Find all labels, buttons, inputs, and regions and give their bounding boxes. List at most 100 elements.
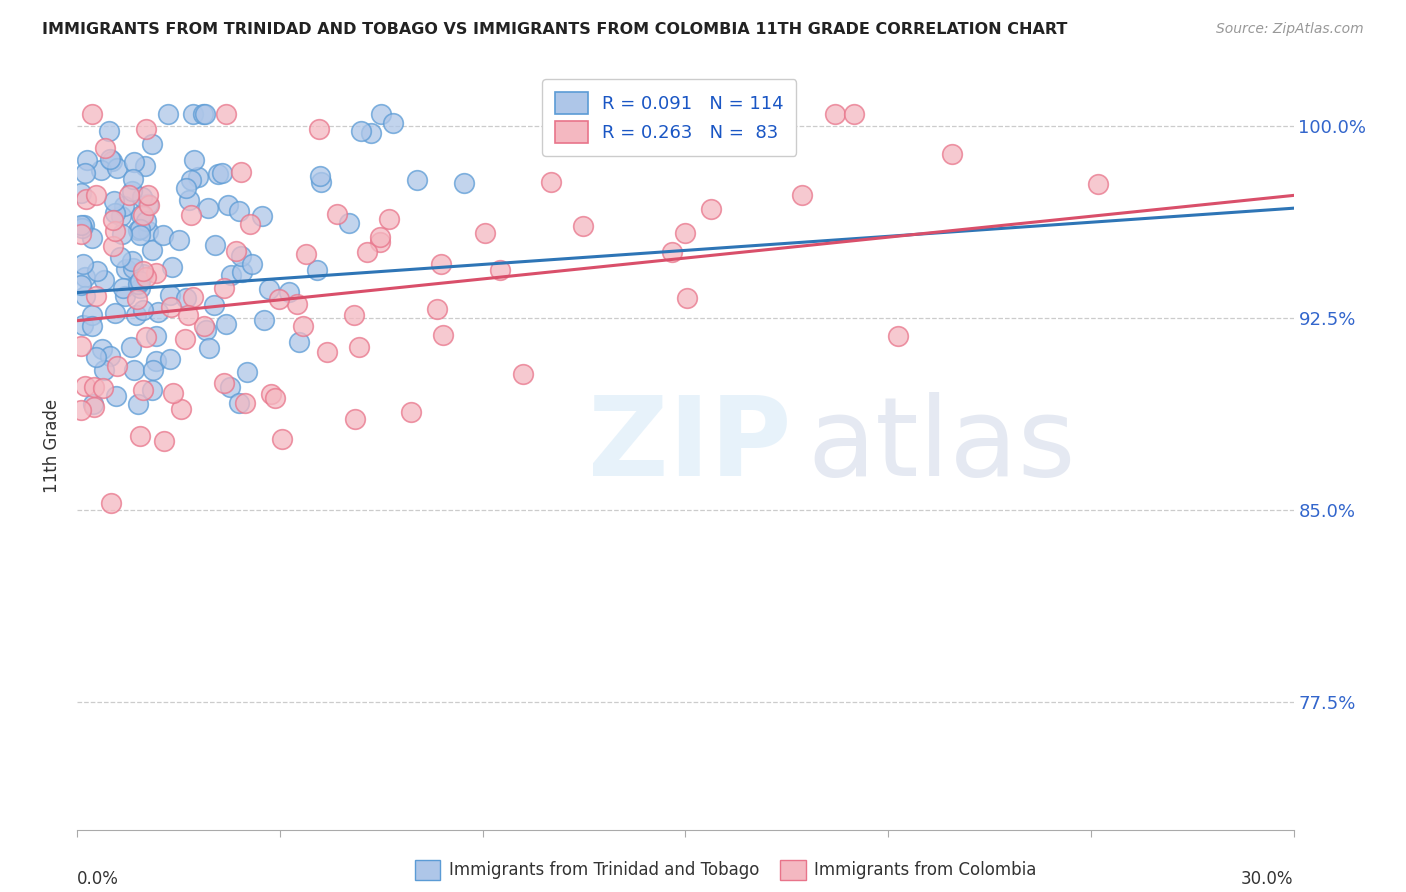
Point	[204, 238, 226, 252]
Point	[179, 193, 201, 207]
Point	[661, 245, 683, 260]
Point	[114, 289, 136, 303]
Point	[197, 201, 219, 215]
Point	[132, 303, 155, 318]
Point	[540, 175, 562, 189]
Point	[287, 297, 309, 311]
Point	[217, 198, 239, 212]
Text: 30.0%: 30.0%	[1241, 871, 1294, 888]
Point	[160, 260, 183, 275]
Point	[83, 400, 105, 414]
Point	[104, 224, 127, 238]
Point	[82, 318, 104, 333]
Point	[170, 402, 193, 417]
Point	[120, 340, 142, 354]
Text: Source: ZipAtlas.com: Source: ZipAtlas.com	[1216, 22, 1364, 37]
Point	[70, 277, 93, 292]
Point	[194, 106, 217, 120]
Point	[127, 293, 149, 307]
Point	[214, 281, 236, 295]
Point	[93, 363, 115, 377]
Point	[73, 218, 96, 232]
Point	[159, 352, 181, 367]
Point	[174, 291, 197, 305]
Point	[219, 380, 242, 394]
Point	[180, 208, 202, 222]
Point	[326, 207, 349, 221]
Point	[287, 334, 309, 349]
Point	[134, 159, 156, 173]
Point	[70, 403, 93, 417]
Point	[231, 265, 253, 279]
Point	[145, 328, 167, 343]
Point	[269, 292, 291, 306]
Point	[228, 395, 250, 409]
Point	[152, 434, 174, 448]
Point	[180, 173, 202, 187]
Point	[941, 146, 963, 161]
Point	[360, 126, 382, 140]
Point	[121, 172, 143, 186]
Point	[842, 106, 865, 120]
Point	[98, 152, 121, 166]
Point	[356, 245, 378, 260]
Point	[343, 308, 366, 322]
Point	[93, 273, 115, 287]
Point	[122, 363, 145, 377]
Point	[75, 192, 97, 206]
Y-axis label: 11th Grade: 11th Grade	[44, 399, 62, 493]
Point	[132, 208, 155, 222]
Point	[162, 386, 184, 401]
Point	[215, 318, 238, 332]
Point	[181, 106, 204, 120]
Text: IMMIGRANTS FROM TRINIDAD AND TOBAGO VS IMMIGRANTS FROM COLOMBIA 11TH GRADE CORRE: IMMIGRANTS FROM TRINIDAD AND TOBAGO VS I…	[42, 22, 1067, 37]
Point	[368, 235, 391, 249]
Point	[141, 136, 163, 151]
Point	[145, 266, 167, 280]
Point	[141, 383, 163, 397]
Point	[142, 363, 165, 377]
Point	[70, 219, 93, 233]
Point	[474, 226, 496, 240]
Point	[235, 396, 257, 410]
Point	[432, 328, 454, 343]
Point	[80, 308, 103, 322]
Point	[236, 365, 259, 379]
Point	[75, 379, 97, 393]
Point	[489, 263, 512, 277]
Point	[70, 339, 93, 353]
Point	[193, 319, 215, 334]
Point	[174, 332, 197, 346]
Point	[231, 165, 253, 179]
Point	[225, 244, 247, 258]
Point	[567, 106, 589, 120]
Point	[887, 329, 910, 343]
Point	[239, 218, 262, 232]
Point	[122, 155, 145, 169]
Point	[676, 291, 699, 305]
Point	[569, 134, 592, 148]
Point	[86, 187, 108, 202]
Point	[146, 305, 169, 319]
Point	[80, 106, 103, 120]
Point	[100, 154, 122, 169]
Point	[82, 397, 104, 411]
Point	[198, 341, 221, 355]
Point	[135, 214, 157, 228]
Point	[399, 405, 422, 419]
Point	[136, 224, 159, 238]
Point	[271, 432, 294, 446]
Point	[121, 254, 143, 268]
Point	[132, 264, 155, 278]
Point	[103, 194, 125, 209]
Text: Immigrants from Trinidad and Tobago: Immigrants from Trinidad and Tobago	[449, 861, 759, 879]
Point	[112, 281, 135, 295]
Point	[104, 206, 127, 220]
Point	[73, 289, 96, 303]
Point	[125, 309, 148, 323]
Point	[138, 198, 160, 212]
Point	[195, 323, 218, 337]
Point	[309, 169, 332, 183]
Point	[73, 166, 96, 180]
Point	[790, 187, 813, 202]
